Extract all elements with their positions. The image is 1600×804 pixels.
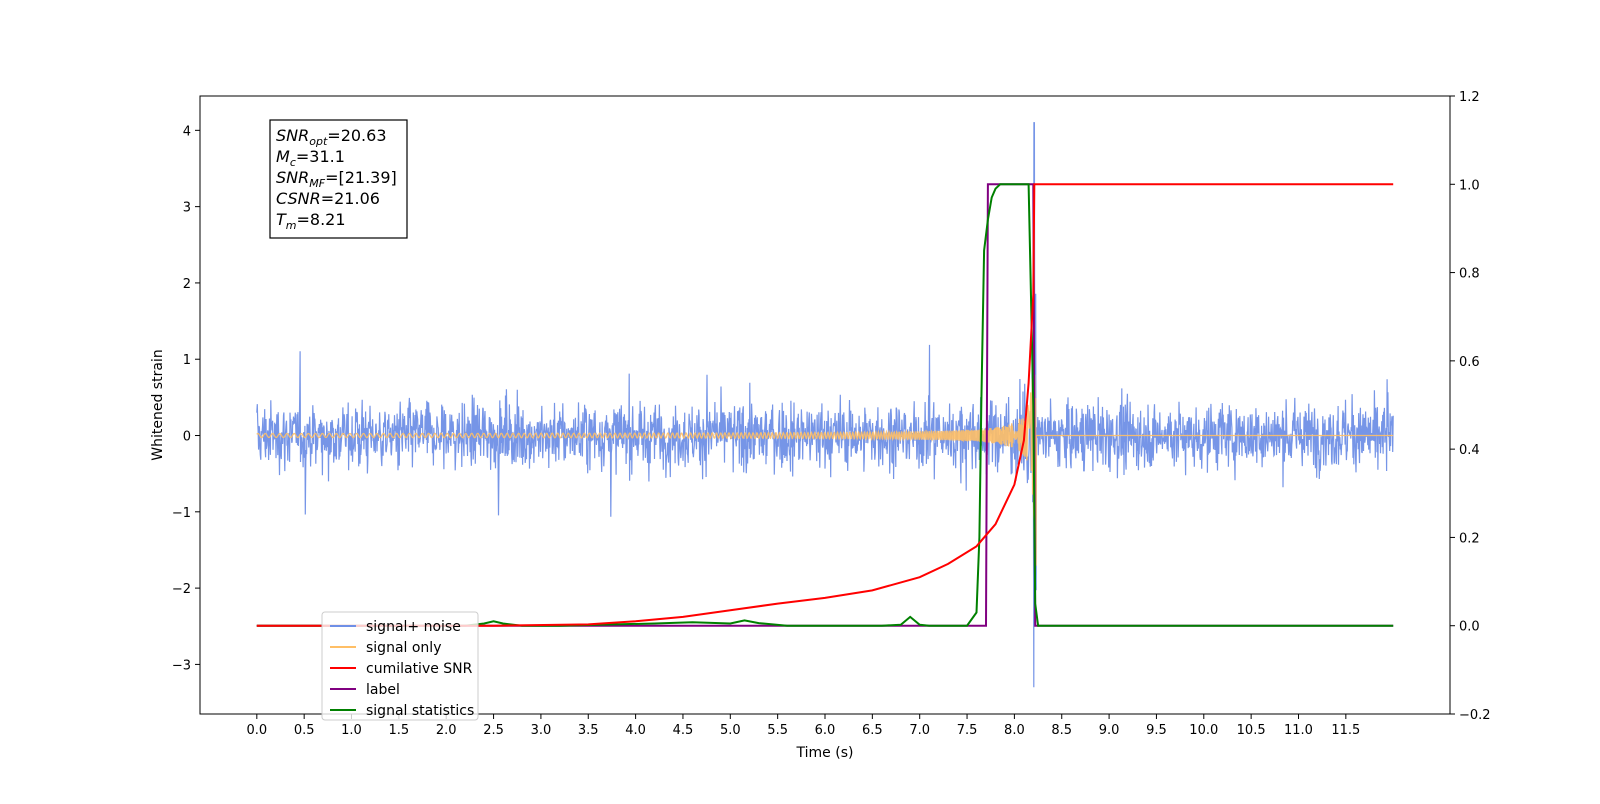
x-tick-label: 5.5 (767, 723, 788, 738)
x-tick-label: 7.5 (957, 723, 978, 738)
legend-label: signal only (366, 640, 441, 656)
x-tick-label: 4.5 (673, 723, 694, 738)
legend-label: cumilative SNR (366, 661, 473, 677)
annotation-line: SNRopt=20.63 (276, 126, 387, 148)
x-axis: 0.0 0.5 1.0 1.5 2.0 2.5 3.0 3.5 4.0 4.5 5.0 5.5 6.0 6… (246, 714, 1360, 738)
x-tick-label: 5.0 (720, 723, 741, 738)
x-tick-label: 11.5 (1331, 723, 1360, 738)
x-tick-label: 11.0 (1284, 723, 1313, 738)
x-tick-label: 3.5 (578, 723, 599, 738)
x-tick-label: 10.0 (1189, 723, 1218, 738)
x-tick-label: 10.5 (1237, 723, 1266, 738)
y-tick-label: −2 (172, 582, 191, 597)
x-tick-label: 8.0 (1004, 723, 1025, 738)
x-tick-label: 0.5 (294, 723, 315, 738)
annotation-box: SNRopt=20.63Mc=31.1SNRMF=[21.39]CSNR=21.… (269, 119, 408, 239)
y-tick-label: 3 (183, 201, 191, 216)
legend: signal+ noise signal only cumilative SNR la… (321, 611, 479, 721)
x-tick-label: 0.0 (246, 723, 267, 738)
y-tick-label: −1 (172, 506, 191, 521)
x-tick-label: 7.0 (909, 723, 930, 738)
annotation-line: Tm=8.21 (276, 210, 346, 232)
y2-tick-label: 0.4 (1459, 443, 1480, 458)
y2-tick-label: 0.2 (1459, 531, 1480, 546)
x-tick-label: 1.5 (389, 723, 410, 738)
y2-tick-label: 1.2 (1459, 90, 1480, 105)
annotation-line: Mc=31.1 (276, 147, 345, 169)
y-tick-label: 0 (183, 430, 191, 445)
y-axis-left: −3 −2 −1 0 1 2 3 4 (172, 124, 200, 673)
legend-label: signal+ noise (366, 619, 461, 635)
series-line-signal-only (256, 367, 1394, 566)
legend-label: signal statistics (366, 703, 474, 719)
series-line-cumulative-snr (256, 183, 1394, 627)
y-axis-label: Whitened strain (150, 349, 166, 460)
annotation-frame (269, 119, 408, 239)
y-tick-label: 2 (183, 277, 191, 292)
y2-tick-label: 0.6 (1459, 355, 1480, 370)
y-tick-label: 1 (183, 353, 191, 368)
x-tick-label: 2.0 (436, 723, 457, 738)
x-tick-label: 9.0 (1099, 723, 1120, 738)
legend-label: label (366, 682, 400, 698)
y-tick-label: 4 (183, 124, 191, 139)
y2-tick-label: 0.0 (1459, 620, 1480, 635)
x-tick-label: 6.0 (815, 723, 836, 738)
x-tick-label: 6.5 (862, 723, 883, 738)
x-axis-label: Time (s) (796, 745, 854, 761)
y2-tick-label: 1.0 (1459, 178, 1480, 193)
series-layer (256, 122, 1394, 688)
x-tick-label: 3.0 (531, 723, 552, 738)
y-tick-label: −3 (172, 658, 191, 673)
x-tick-label: 4.0 (625, 723, 646, 738)
x-tick-label: 2.5 (483, 723, 504, 738)
y2-tick-label: −0.2 (1459, 708, 1491, 723)
y-axis-right: −0.2 0.0 0.2 0.4 0.6 0.8 1.0 1.2 (1450, 90, 1491, 723)
annotation-line: CSNR=21.06 (276, 189, 380, 208)
annotation-line: SNRMF=[21.39] (276, 168, 397, 190)
x-tick-label: 8.5 (1051, 723, 1072, 738)
x-tick-label: 9.5 (1146, 723, 1167, 738)
x-tick-label: 1.0 (341, 723, 362, 738)
y2-tick-label: 0.8 (1459, 267, 1480, 282)
legend-frame (321, 611, 479, 721)
